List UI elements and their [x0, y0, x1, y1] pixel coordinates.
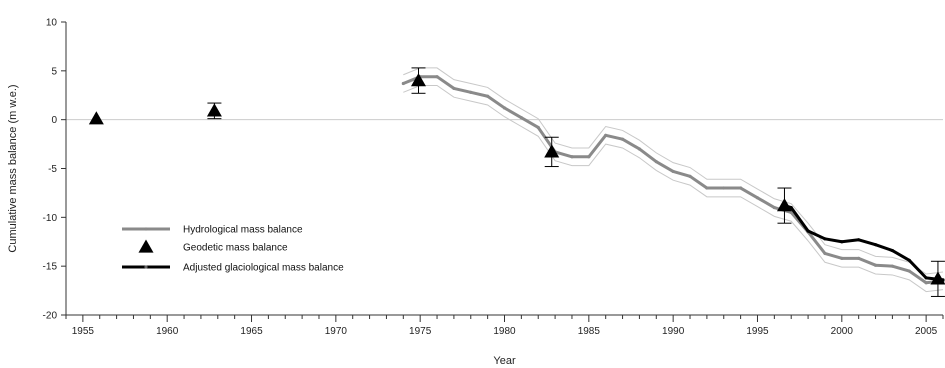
hydrological-point	[924, 281, 928, 285]
x-tick-label: 1975	[409, 326, 432, 337]
hydrological-point	[469, 90, 473, 94]
hydrological-point	[502, 106, 507, 110]
adjusted-glaciological-point	[806, 229, 810, 233]
x-tick-label: 1985	[578, 326, 601, 337]
adjusted-glaciological-point	[907, 258, 911, 262]
hydrological-point	[637, 147, 642, 151]
hydrological-point	[823, 251, 827, 256]
adjusted-glaciological-point	[873, 243, 878, 247]
hydrological-point	[519, 116, 523, 120]
hydrological-point	[620, 137, 625, 141]
hydrological-point	[401, 81, 405, 86]
adjusted-glaciological-point	[857, 238, 861, 242]
hydrological-point	[772, 205, 776, 210]
hydrological-point	[654, 160, 658, 164]
legend-item-geodetic: Geodetic mass balance	[138, 239, 288, 254]
hydrological-point	[688, 174, 692, 178]
hydrological-point	[435, 75, 439, 79]
geodetic-marker	[544, 144, 560, 158]
hydrological-point	[604, 133, 608, 137]
x-tick-label: 1990	[662, 326, 685, 337]
adjusted-glaciological-point	[890, 248, 895, 253]
legend-swatch-adjusted-point	[144, 265, 148, 269]
legend-swatch-geodetic	[138, 239, 154, 253]
hydrological-point	[705, 186, 709, 190]
legend-swatch-hydrological-point	[144, 227, 148, 231]
legend: Hydrological mass balance Geodetic mass …	[122, 225, 344, 274]
geodetic-marker	[930, 271, 945, 285]
x-tick-label: 1965	[240, 326, 263, 337]
hydrological-lower-bound	[403, 84, 944, 293]
hydrological-point	[452, 86, 456, 91]
x-tick-label: 1960	[156, 326, 179, 337]
y-tick-label: 5	[51, 66, 57, 77]
hydrological-point	[486, 94, 490, 98]
x-tick-label: 2000	[831, 326, 854, 337]
x-tick-label: 1970	[325, 326, 348, 337]
y-tick-label: 0	[51, 115, 57, 126]
y-tick-label: 10	[46, 18, 58, 29]
hydrological-point	[671, 169, 675, 174]
hydrological-point	[890, 264, 895, 268]
x-tick-label: 1995	[746, 326, 769, 337]
hydrological-point	[570, 155, 574, 159]
y-tick-label: -15	[43, 262, 58, 273]
adjusted-glaciological-point	[840, 240, 844, 244]
x-tick-label: 1955	[72, 326, 95, 337]
plot-area	[66, 67, 945, 297]
legend-label-geodetic: Geodetic mass balance	[183, 243, 288, 254]
y-tick-label: -10	[43, 213, 58, 224]
adjusted-glaciological-point	[924, 276, 928, 280]
hydrological-upper-bound	[403, 67, 944, 275]
adjusted-glaciological-point	[823, 237, 827, 241]
x-axis-title: Year	[493, 355, 516, 367]
hydrological-point	[755, 196, 760, 200]
geodetic-marker	[776, 198, 792, 212]
hydrological-point	[536, 125, 540, 130]
x-tick-label: 2005	[915, 326, 938, 337]
x-tick-label: 1980	[493, 326, 516, 337]
adjusted-glaciological-point	[789, 205, 793, 210]
hydrological-point	[840, 256, 844, 260]
legend-label-adjusted: Adjusted glaciological mass balance	[183, 263, 344, 274]
geodetic-marker	[88, 111, 104, 125]
y-tick-label: -5	[48, 164, 57, 175]
geodetic-marker	[410, 73, 426, 87]
hydrological-point	[722, 186, 726, 190]
y-tick-label: -20	[43, 311, 58, 322]
geodetic-marker	[206, 103, 222, 117]
hydrological-point	[587, 155, 591, 159]
axes: 10 5 0 -5 -10 -15 -20 1955 1960 1965 1970 1975 1980 1…	[43, 18, 944, 337]
hydrological-point	[739, 186, 743, 190]
legend-item-hydrological: Hydrological mass balance	[122, 225, 303, 236]
hydrological-point	[873, 263, 878, 267]
hydrological-point	[857, 256, 861, 260]
hydrological-point	[789, 210, 793, 215]
legend-label-hydrological: Hydrological mass balance	[183, 225, 303, 236]
y-axis-title: Cumulative mass balance (m w.e.)	[7, 84, 19, 252]
hydrological-point	[907, 269, 911, 273]
legend-item-adjusted: Adjusted glaciological mass balance	[122, 263, 344, 274]
